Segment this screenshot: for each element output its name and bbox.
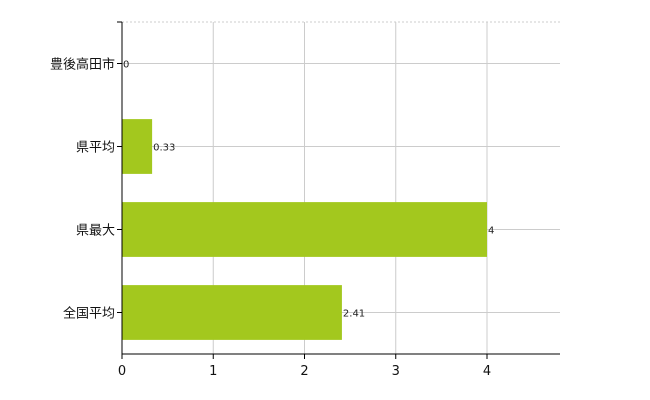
category-label: 豊後高田市 xyxy=(50,57,115,73)
x-tick-label: 2 xyxy=(300,364,308,379)
data-label: 4 xyxy=(488,226,494,237)
x-tick-label: 0 xyxy=(118,364,126,379)
bars xyxy=(122,119,487,340)
category-label: 県平均 xyxy=(76,141,115,156)
data-label: 2.41 xyxy=(343,309,365,320)
bar xyxy=(122,285,342,340)
category-label: 全国平均 xyxy=(63,306,115,322)
category-label: 県最大 xyxy=(76,224,115,239)
data-labels: 0 0.33 4 2.41 xyxy=(123,60,494,320)
x-tick-label: 1 xyxy=(209,364,217,379)
x-tick-label: 3 xyxy=(392,364,400,379)
data-label: 0.33 xyxy=(153,143,175,154)
gridlines xyxy=(122,21,560,354)
x-tick-labels: 0 1 2 3 4 xyxy=(118,364,491,379)
x-tick-label: 4 xyxy=(483,364,491,379)
bar xyxy=(122,119,153,174)
bar xyxy=(122,202,487,257)
data-label: 0 xyxy=(123,60,129,71)
axes xyxy=(117,21,560,359)
